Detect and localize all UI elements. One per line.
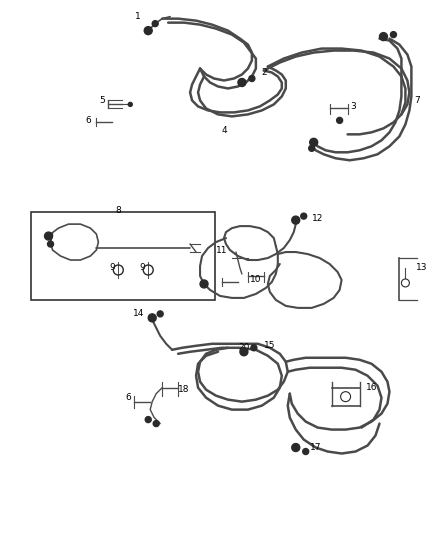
Circle shape <box>45 232 53 240</box>
Circle shape <box>238 78 246 86</box>
Text: 14: 14 <box>133 309 144 318</box>
Circle shape <box>292 216 300 224</box>
Bar <box>31 212 215 300</box>
Circle shape <box>128 102 132 107</box>
Text: 9: 9 <box>110 263 115 272</box>
Text: 5: 5 <box>99 96 105 105</box>
Circle shape <box>145 417 151 423</box>
Text: 12: 12 <box>312 214 323 223</box>
Text: 11: 11 <box>216 246 228 255</box>
Circle shape <box>310 139 318 147</box>
Text: 8: 8 <box>116 206 121 215</box>
Text: 4: 4 <box>221 126 227 135</box>
Text: 16: 16 <box>366 383 377 392</box>
Text: 6: 6 <box>125 393 131 402</box>
Text: 13: 13 <box>416 263 427 272</box>
Circle shape <box>309 146 314 151</box>
Circle shape <box>152 21 158 27</box>
Text: 20: 20 <box>238 343 250 352</box>
Text: 7: 7 <box>414 96 420 105</box>
Circle shape <box>153 421 159 426</box>
Text: 17: 17 <box>310 443 321 452</box>
Text: 1: 1 <box>135 12 141 21</box>
Circle shape <box>379 33 388 41</box>
Text: 15: 15 <box>264 341 276 350</box>
Circle shape <box>303 449 309 455</box>
Circle shape <box>240 348 248 356</box>
Text: 10: 10 <box>250 276 261 285</box>
Circle shape <box>249 76 255 82</box>
Circle shape <box>301 213 307 219</box>
Circle shape <box>200 280 208 288</box>
Circle shape <box>144 27 152 35</box>
Circle shape <box>148 314 156 322</box>
Circle shape <box>292 443 300 451</box>
Text: 3: 3 <box>351 102 357 111</box>
Circle shape <box>157 311 163 317</box>
Text: 2: 2 <box>261 68 267 77</box>
Text: 18: 18 <box>178 385 190 394</box>
Circle shape <box>48 241 53 247</box>
Circle shape <box>251 345 257 351</box>
Text: 9: 9 <box>139 263 145 272</box>
Circle shape <box>337 117 343 123</box>
Text: 6: 6 <box>85 116 91 125</box>
Circle shape <box>390 31 396 38</box>
